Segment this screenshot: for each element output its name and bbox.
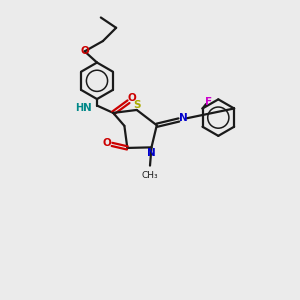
Text: O: O bbox=[128, 93, 136, 103]
Text: N: N bbox=[178, 113, 188, 123]
Text: CH₃: CH₃ bbox=[142, 171, 158, 180]
Text: F: F bbox=[206, 97, 212, 107]
Text: S: S bbox=[134, 100, 141, 110]
Text: N: N bbox=[146, 148, 155, 158]
Text: H: H bbox=[75, 103, 83, 113]
Text: O: O bbox=[102, 138, 111, 148]
Text: O: O bbox=[80, 46, 89, 56]
Text: N: N bbox=[83, 103, 92, 113]
